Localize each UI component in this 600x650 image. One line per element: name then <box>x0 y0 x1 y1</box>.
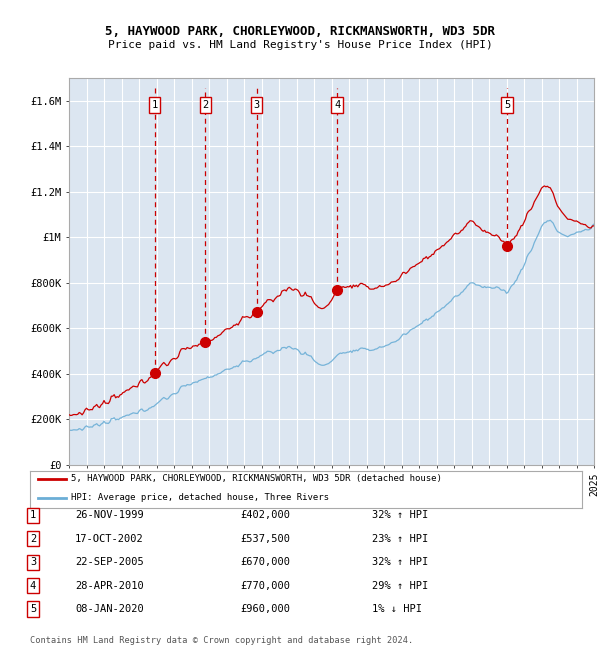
Text: £670,000: £670,000 <box>240 557 290 567</box>
Text: 5, HAYWOOD PARK, CHORLEYWOOD, RICKMANSWORTH, WD3 5DR (detached house): 5, HAYWOOD PARK, CHORLEYWOOD, RICKMANSWO… <box>71 474 442 484</box>
Text: 3: 3 <box>30 557 36 567</box>
Text: 22-SEP-2005: 22-SEP-2005 <box>75 557 144 567</box>
Text: 32% ↑ HPI: 32% ↑ HPI <box>372 557 428 567</box>
Text: 08-JAN-2020: 08-JAN-2020 <box>75 604 144 614</box>
Text: HPI: Average price, detached house, Three Rivers: HPI: Average price, detached house, Thre… <box>71 493 329 502</box>
Text: 2: 2 <box>202 100 208 110</box>
Text: 3: 3 <box>253 100 260 110</box>
Text: £537,500: £537,500 <box>240 534 290 544</box>
Text: 17-OCT-2002: 17-OCT-2002 <box>75 534 144 544</box>
Text: 1: 1 <box>152 100 158 110</box>
Text: 1: 1 <box>30 510 36 521</box>
Text: 5: 5 <box>30 604 36 614</box>
Text: 4: 4 <box>334 100 340 110</box>
Text: 32% ↑ HPI: 32% ↑ HPI <box>372 510 428 521</box>
Text: 29% ↑ HPI: 29% ↑ HPI <box>372 580 428 591</box>
Text: 23% ↑ HPI: 23% ↑ HPI <box>372 534 428 544</box>
Text: 28-APR-2010: 28-APR-2010 <box>75 580 144 591</box>
Text: 26-NOV-1999: 26-NOV-1999 <box>75 510 144 521</box>
Text: £402,000: £402,000 <box>240 510 290 521</box>
Text: 5, HAYWOOD PARK, CHORLEYWOOD, RICKMANSWORTH, WD3 5DR: 5, HAYWOOD PARK, CHORLEYWOOD, RICKMANSWO… <box>105 25 495 38</box>
Text: 1% ↓ HPI: 1% ↓ HPI <box>372 604 422 614</box>
Text: 4: 4 <box>30 580 36 591</box>
Text: 5: 5 <box>504 100 510 110</box>
Text: Price paid vs. HM Land Registry's House Price Index (HPI): Price paid vs. HM Land Registry's House … <box>107 40 493 50</box>
Text: 2: 2 <box>30 534 36 544</box>
Text: £960,000: £960,000 <box>240 604 290 614</box>
Text: £770,000: £770,000 <box>240 580 290 591</box>
Text: Contains HM Land Registry data © Crown copyright and database right 2024.: Contains HM Land Registry data © Crown c… <box>30 636 413 645</box>
